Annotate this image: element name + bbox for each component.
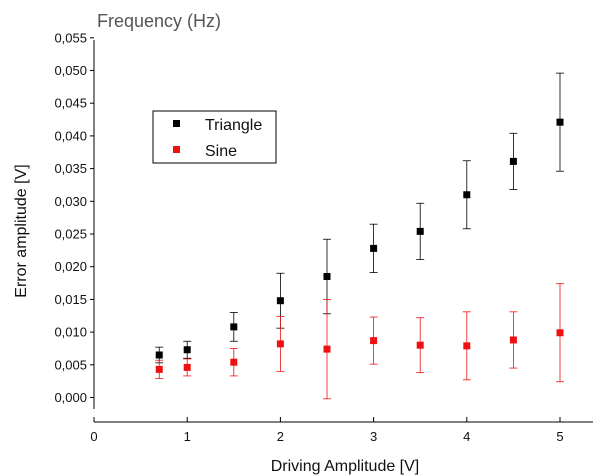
point-sine	[323, 345, 331, 353]
point-triangle	[276, 297, 284, 305]
y-tick-label: 0,035	[54, 161, 87, 176]
axes	[93, 40, 593, 423]
legend: Triangle Sine	[152, 110, 277, 164]
y-tick-label: 0,010	[54, 325, 87, 340]
y-tick-label: 0,000	[54, 390, 87, 405]
point-sine	[183, 363, 191, 371]
legend-label-sine: Sine	[205, 143, 237, 160]
x-ticks: 0 1 2 3 4 5	[90, 417, 564, 444]
y-tick-label: 0,055	[54, 30, 87, 45]
legend-marker-triangle	[173, 120, 180, 127]
y-tick-label: 0,025	[54, 227, 87, 242]
x-tick-label: 0	[90, 429, 97, 444]
y-tick-label: 0,030	[54, 194, 87, 209]
point-sine	[276, 340, 284, 348]
y-tick-label: 0,020	[54, 259, 87, 274]
point-sine	[370, 337, 378, 345]
point-triangle	[370, 244, 378, 252]
point-triangle	[556, 118, 564, 126]
point-triangle	[323, 273, 331, 281]
x-tick-label: 1	[184, 429, 191, 444]
point-sine	[155, 365, 163, 373]
legend-label-triangle: Triangle	[205, 117, 262, 134]
x-tick-label: 4	[463, 429, 470, 444]
y-tick-label: 0,015	[54, 292, 87, 307]
point-sine	[463, 342, 471, 350]
y-tick-label: 0,050	[54, 63, 87, 78]
x-tick-label: 2	[277, 429, 284, 444]
point-triangle	[509, 157, 517, 165]
y-tick-label: 0,045	[54, 96, 87, 111]
point-triangle	[183, 346, 191, 354]
x-axis-title: Driving Amplitude [V]	[271, 458, 420, 475]
y-ticks: 0,000 0,005 0,010 0,015 0,020 0,025 0,030 0,035…	[54, 30, 94, 405]
y-tick-label: 0,005	[54, 357, 87, 372]
point-triangle	[463, 191, 471, 199]
y-tick-label: 0,040	[54, 128, 87, 143]
point-triangle	[416, 227, 424, 235]
plot-area	[155, 72, 564, 400]
x-tick-label: 3	[370, 429, 377, 444]
point-sine	[509, 336, 517, 344]
x-tick-label: 5	[556, 429, 563, 444]
legend-box	[152, 110, 277, 164]
point-triangle	[230, 323, 238, 331]
y-axis-title: Error amplitude [V]	[13, 164, 30, 297]
point-triangle	[155, 351, 163, 359]
series-sine	[155, 283, 564, 400]
point-sine	[416, 341, 424, 349]
legend-marker-sine	[173, 146, 180, 153]
point-sine	[556, 329, 564, 337]
chart-title: Frequency (Hz)	[97, 11, 221, 31]
series-triangle	[155, 72, 564, 364]
point-sine	[230, 358, 238, 366]
